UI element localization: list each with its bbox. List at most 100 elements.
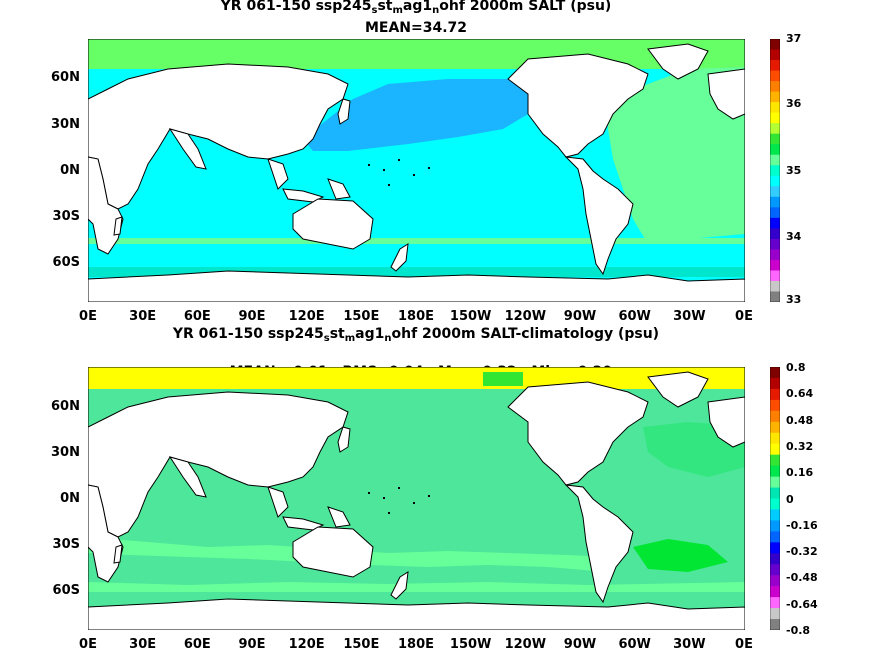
colorbar-swatch [770, 498, 780, 510]
lon-label: 120E [288, 309, 325, 324]
lon-label: 30E [129, 637, 157, 652]
colorbar-swatch [770, 270, 780, 282]
lon-label: 150W [449, 637, 492, 652]
lon-label: 120E [288, 637, 325, 652]
panel1-cbar-label: 35 [786, 164, 802, 177]
colorbar-swatch [770, 217, 780, 229]
colorbar-swatch [770, 520, 780, 532]
lat-label: 60N [51, 70, 80, 85]
colorbar-swatch [770, 432, 780, 445]
colorbar-swatch [770, 619, 780, 630]
colorbar-swatch [770, 377, 780, 390]
panel2-map [88, 367, 745, 630]
lon-label: 30E [129, 309, 157, 324]
colorbar-swatch [770, 575, 780, 587]
panel2-cbar-label: -0.64 [786, 597, 818, 611]
colorbar-swatch [770, 531, 780, 543]
colorbar-swatch [770, 196, 780, 208]
panel2-title: YR 061-150 ssp245sstmag1nohf 2000m SALT-… [172, 326, 660, 344]
panel2-cbar-label: 0 [786, 492, 794, 506]
panel2-cbar-label: 0.48 [786, 413, 814, 427]
colorbar-swatch [770, 249, 780, 261]
colorbar-swatch [770, 154, 780, 166]
colorbar-swatch [770, 465, 780, 478]
lon-label: 90E [238, 309, 266, 324]
panel2-cbar-label: 0.64 [786, 387, 814, 401]
lon-label: 60W [618, 309, 651, 324]
panel2-cbar-label: -0.48 [786, 571, 818, 585]
colorbar-swatch [770, 291, 780, 302]
colorbar-swatch [770, 280, 780, 292]
lon-label: 180E [397, 309, 435, 324]
colorbar-swatch [770, 454, 780, 467]
panel2-cbar-label: -0.8 [786, 624, 811, 637]
colorbar-swatch [770, 49, 780, 61]
panel1-map [88, 39, 745, 302]
lon-label: 90W [563, 309, 597, 324]
lat-label: 60S [52, 255, 80, 270]
lon-label: 150E [343, 309, 380, 324]
colorbar-swatch [770, 144, 780, 156]
colorbar-swatch [770, 81, 780, 93]
panel2-cbar-label: 0.16 [786, 466, 814, 480]
lon-label: 120W [504, 637, 547, 652]
colorbar-swatch [770, 112, 780, 124]
lat-label: 30S [52, 209, 80, 224]
lat-label: 60S [52, 583, 80, 598]
colorbar-swatch [770, 564, 780, 576]
colorbar-swatch [770, 509, 780, 521]
colorbar-swatch [770, 410, 780, 423]
lon-label: 30W [673, 637, 706, 652]
panel1-stats: MEAN=34.72 [364, 20, 468, 36]
lon-label: 0E [735, 637, 753, 652]
colorbar-swatch [770, 443, 780, 456]
colorbar-swatch [770, 553, 780, 565]
colorbar-swatch [770, 60, 780, 72]
lat-label: 30S [52, 537, 80, 552]
colorbar-swatch [770, 476, 780, 489]
lon-label: 150E [343, 637, 380, 652]
lon-label: 30W [673, 309, 706, 324]
lon-label: 0E [79, 637, 97, 652]
colorbar-swatch [770, 399, 780, 412]
colorbar-swatch [770, 487, 780, 499]
lat-label: 0N [60, 491, 80, 506]
panel1-cbar-label: 33 [786, 293, 802, 306]
colorbar-swatch [770, 228, 780, 240]
panel1-cbar-label: 36 [786, 97, 802, 110]
colorbar-swatch [770, 165, 780, 177]
colorbar-swatch [770, 542, 780, 554]
colorbar-swatch [770, 367, 780, 379]
panel2-colorbar [770, 367, 780, 630]
colorbar-swatch [770, 608, 780, 620]
lon-label: 0E [79, 309, 97, 324]
lon-label: 120W [504, 309, 547, 324]
lon-label: 60E [183, 637, 211, 652]
colorbar-swatch [770, 421, 780, 434]
colorbar-swatch [770, 175, 780, 187]
lon-label: 90E [238, 637, 266, 652]
lon-label: 0E [735, 309, 753, 324]
panel2-cbar-label: 0.8 [786, 361, 806, 374]
lon-label: 90W [563, 637, 597, 652]
lat-label: 30N [51, 445, 80, 460]
colorbar-swatch [770, 207, 780, 219]
colorbar-swatch [770, 388, 780, 401]
colorbar-swatch [770, 238, 780, 250]
colorbar-swatch [770, 133, 780, 145]
colorbar-swatch [770, 91, 780, 103]
colorbar-swatch [770, 39, 780, 51]
panel1-title: YR 061-150 ssp245sstmag1nohf 2000m SALT … [220, 0, 612, 16]
colorbar-swatch [770, 102, 780, 114]
lon-label: 180E [397, 637, 435, 652]
panel2-cbar-label: -0.16 [786, 518, 818, 532]
lon-label: 60W [618, 637, 651, 652]
panel2-cbar-label: 0.32 [786, 439, 814, 453]
lon-label: 150W [449, 309, 492, 324]
panel2-cbar-label: -0.32 [786, 545, 818, 559]
colorbar-swatch [770, 586, 780, 598]
colorbar-swatch [770, 70, 780, 82]
colorbar-swatch [770, 259, 780, 271]
lat-label: 0N [60, 163, 80, 178]
lat-label: 30N [51, 117, 80, 132]
